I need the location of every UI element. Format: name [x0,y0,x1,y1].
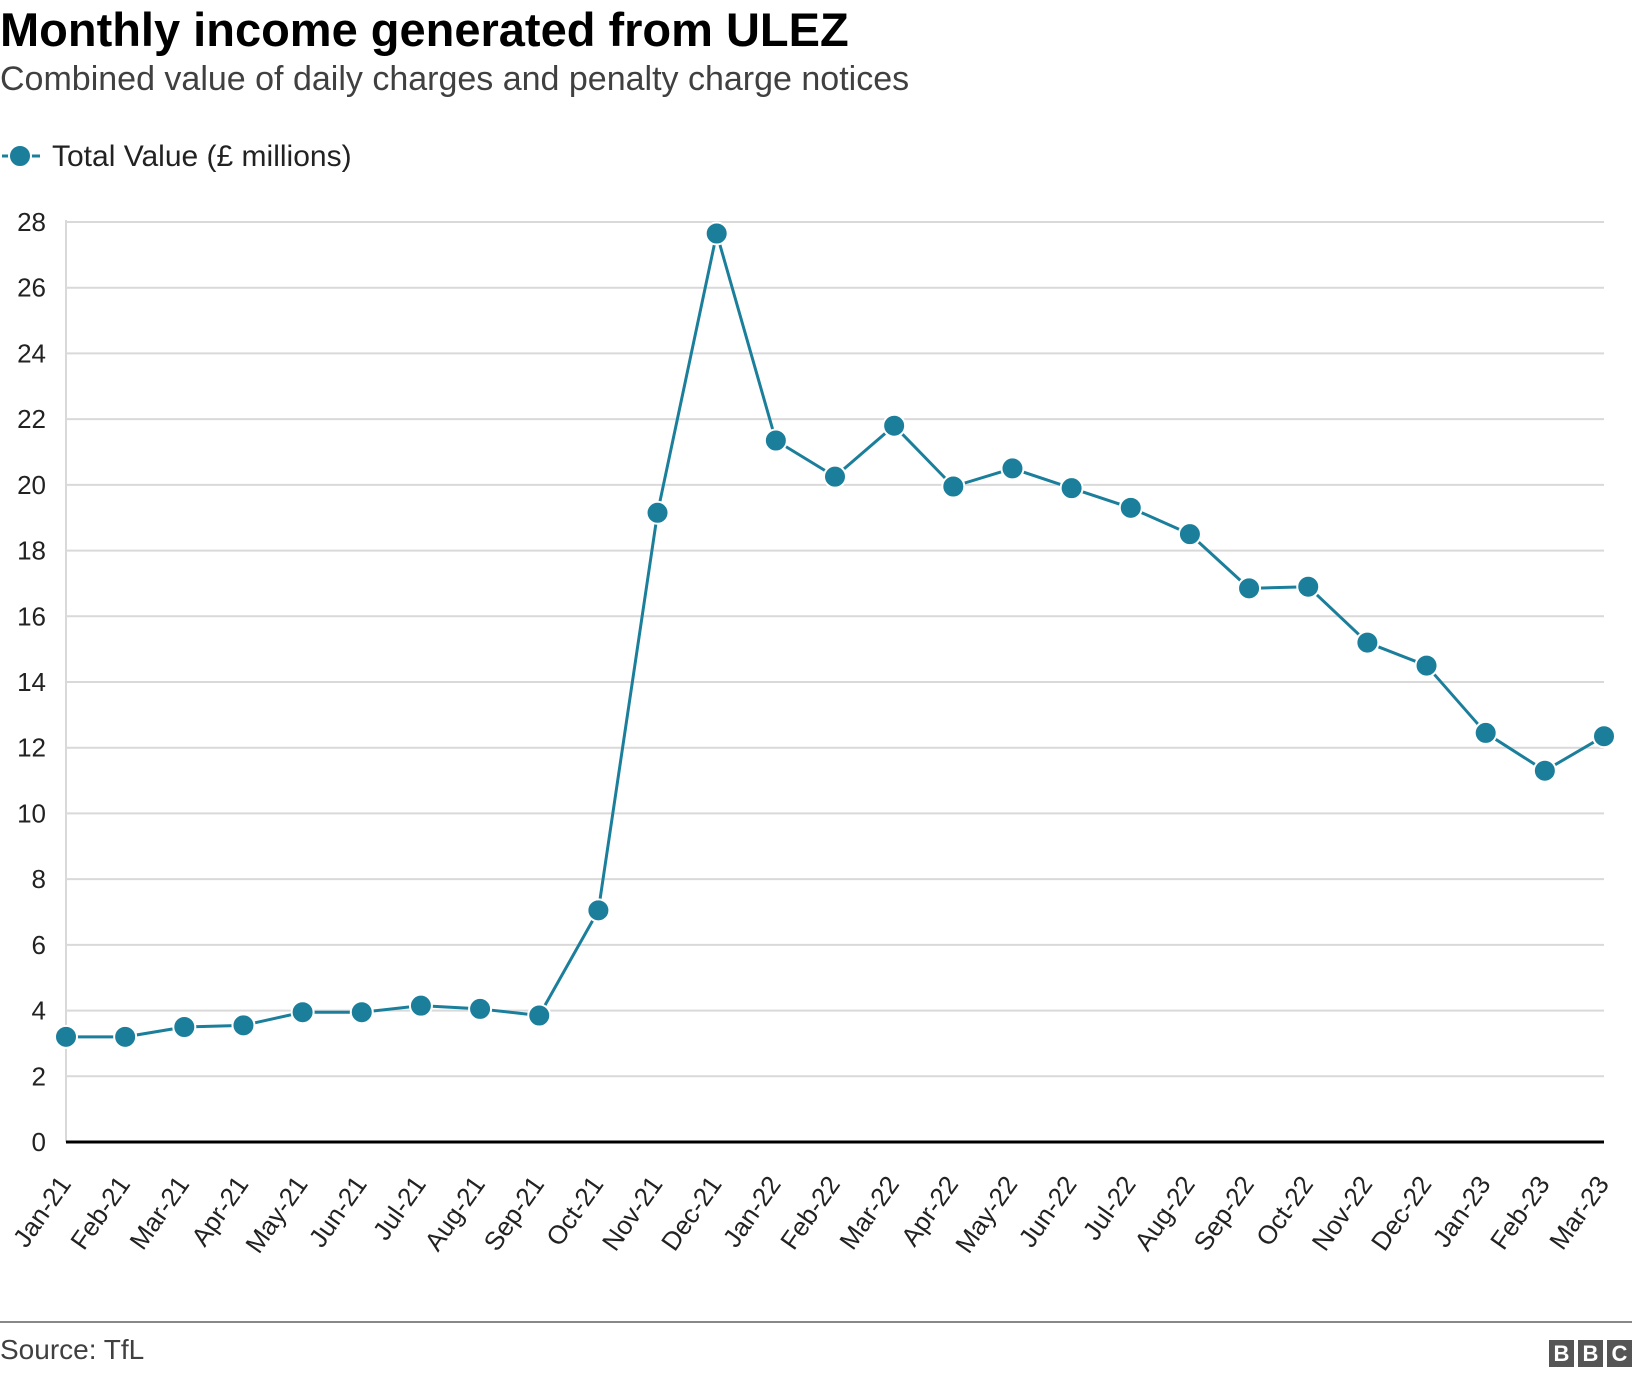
y-tick-label: 0 [32,1127,46,1157]
data-point [54,1024,78,1049]
data-point [1237,576,1262,601]
y-tick-label: 20 [17,470,46,500]
y-tick-label: 14 [17,667,46,697]
data-point [704,221,729,246]
data-point [1473,720,1498,745]
x-tick-label: Aug-22 [1128,1170,1201,1256]
data-point [1355,630,1380,655]
data-point [231,1013,256,1038]
x-tick-label: Nov-22 [1306,1170,1379,1256]
bbc-logo-letter: C [1607,1340,1632,1367]
data-point [586,898,611,923]
data-point [1000,456,1025,481]
data-point [1177,522,1202,547]
data-point [527,1003,552,1028]
x-tick-label: Mar-21 [123,1170,195,1255]
y-tick-label: 4 [32,996,46,1026]
y-tick-label: 24 [17,338,46,368]
data-point [1532,758,1557,783]
y-tick-label: 26 [17,273,46,303]
data-point [823,464,847,489]
y-tick-label: 10 [17,798,46,828]
data-point [349,1000,374,1025]
data-point [645,500,670,525]
data-point [408,993,433,1018]
data-point [1592,724,1616,749]
x-tick-label: Jun-22 [1012,1170,1082,1252]
data-point [290,1000,315,1025]
chart-subtitle: Combined value of daily charges and pena… [0,60,910,98]
x-tick-label: May-22 [949,1170,1023,1258]
x-tick-label: Aug-21 [418,1170,491,1256]
data-point [1059,476,1084,501]
y-tick-label: 2 [32,1061,46,1091]
legend-marker [8,144,32,168]
data-point [1118,495,1143,520]
x-tick-label: Nov-21 [596,1170,669,1256]
y-tick-label: 16 [17,601,46,631]
line-chart: 0246810121416182022242628Jan-21Feb-21Mar… [2,140,1616,1258]
data-point [882,413,907,438]
bbc-logo: B B C [1549,1340,1632,1367]
bbc-logo-letter: B [1578,1340,1603,1367]
y-tick-label: 8 [32,864,46,894]
chart-title: Monthly income generated from ULEZ [0,3,849,56]
bbc-logo-letter: B [1549,1340,1574,1367]
y-tick-label: 6 [32,930,46,960]
x-tick-label: Mar-23 [1543,1170,1615,1255]
source-note: Source: TfL [0,1334,145,1365]
x-tick-label: Sep-22 [1187,1170,1260,1256]
y-tick-label: 12 [17,733,46,763]
data-point [468,996,493,1021]
data-point [763,428,788,453]
data-point [1296,574,1321,599]
x-tick-label: Dec-21 [655,1170,728,1256]
x-tick-label: Feb-21 [64,1170,136,1255]
data-point [1414,653,1439,678]
x-tick-label: Feb-23 [1484,1170,1556,1255]
footer-divider [0,1321,1632,1323]
x-tick-label: Dec-22 [1365,1170,1438,1256]
x-tick-label: Feb-22 [774,1170,846,1255]
x-tick-label: Mar-22 [833,1170,905,1255]
data-point [941,474,966,499]
data-point [172,1015,197,1039]
y-tick-label: 22 [17,404,46,434]
x-tick-label: Sep-21 [477,1170,550,1256]
data-point [113,1024,138,1049]
legend-label: Total Value (£ millions) [52,140,352,173]
y-tick-label: 18 [17,536,46,566]
y-tick-label: 28 [17,207,46,237]
x-tick-label: Jun-21 [303,1170,373,1252]
x-tick-label: May-21 [239,1170,313,1258]
